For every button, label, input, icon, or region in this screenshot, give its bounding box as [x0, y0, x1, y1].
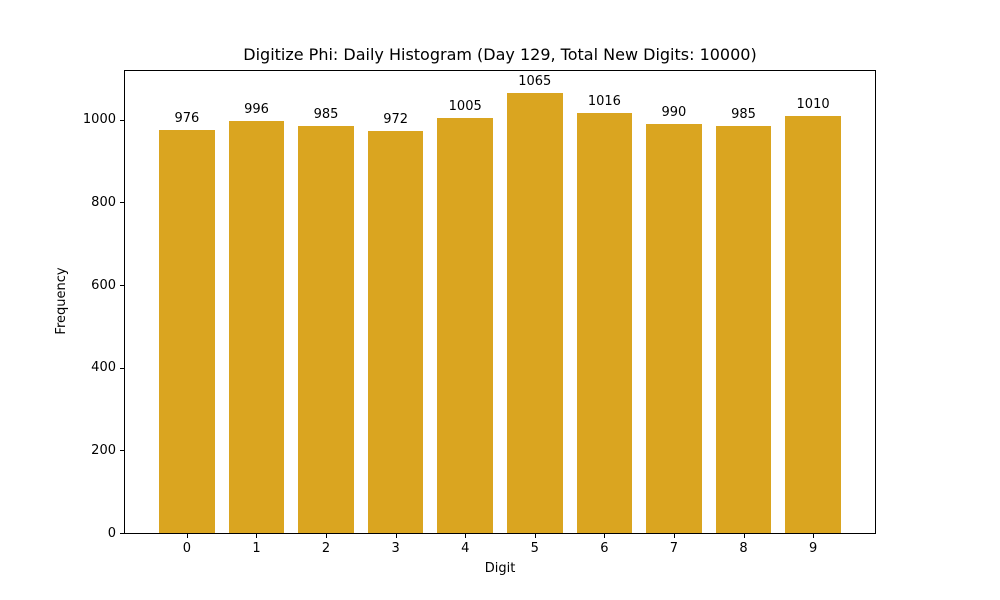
plot-area: 976 996 985 972 1005 1065 1016 990 985 1010	[124, 70, 876, 534]
y-tick-label: 200	[91, 442, 116, 458]
x-tick-mark	[534, 533, 536, 538]
bar-value-label: 990	[661, 104, 687, 120]
y-tick-label: 400	[91, 360, 116, 376]
bar	[576, 113, 633, 533]
bar-value-label: 1065	[518, 73, 552, 89]
x-tick-mark	[604, 533, 606, 538]
bar	[506, 92, 563, 533]
chart-title: Digitize Phi: Daily Histogram (Day 129, …	[243, 45, 757, 64]
x-tick-label: 0	[182, 541, 192, 556]
x-tick-mark	[673, 533, 675, 538]
y-tick-label: 800	[91, 194, 116, 210]
x-tick-label: 9	[808, 541, 818, 556]
x-tick-label: 4	[461, 541, 470, 556]
x-tick-label: 2	[321, 541, 331, 556]
bar	[367, 131, 424, 533]
y-tick-label: 0	[107, 525, 116, 541]
y-tick-mark	[120, 367, 125, 369]
bar-value-label: 996	[244, 102, 269, 118]
bar-value-label: 985	[731, 106, 756, 122]
bar	[785, 115, 841, 533]
x-tick-label: 5	[530, 541, 539, 556]
x-tick-label: 7	[669, 541, 679, 556]
x-tick-label: 8	[739, 541, 748, 556]
x-tick-label: 1	[252, 541, 261, 556]
bar	[437, 117, 494, 533]
x-tick-mark	[326, 533, 328, 538]
y-tick-mark	[120, 450, 125, 452]
bar-value-label: 1016	[587, 94, 621, 110]
x-tick-mark	[743, 533, 745, 538]
x-tick-mark	[186, 533, 188, 538]
x-tick-label: 6	[600, 541, 609, 556]
y-tick-mark	[120, 533, 125, 534]
y-tick-mark	[120, 285, 125, 287]
x-tick-label: 3	[391, 541, 400, 556]
y-tick-mark	[120, 119, 125, 121]
y-tick-label: 600	[91, 277, 116, 293]
x-tick-mark	[395, 533, 397, 538]
x-axis-label: Digit	[484, 561, 516, 576]
bar	[715, 125, 772, 533]
x-tick-mark	[465, 533, 467, 538]
y-tick-mark	[120, 202, 125, 204]
x-tick-mark	[256, 533, 258, 538]
bar-value-label: 1005	[448, 98, 482, 114]
bar	[159, 129, 215, 533]
bar-value-label: 1010	[796, 96, 830, 112]
bar-value-label: 985	[313, 106, 339, 122]
bar	[298, 125, 354, 533]
bar-value-label: 972	[383, 112, 409, 128]
bar-value-label: 976	[174, 110, 200, 126]
y-tick-label: 1000	[82, 112, 116, 128]
bar	[646, 123, 702, 533]
x-tick-mark	[813, 533, 815, 538]
bar	[228, 121, 285, 533]
